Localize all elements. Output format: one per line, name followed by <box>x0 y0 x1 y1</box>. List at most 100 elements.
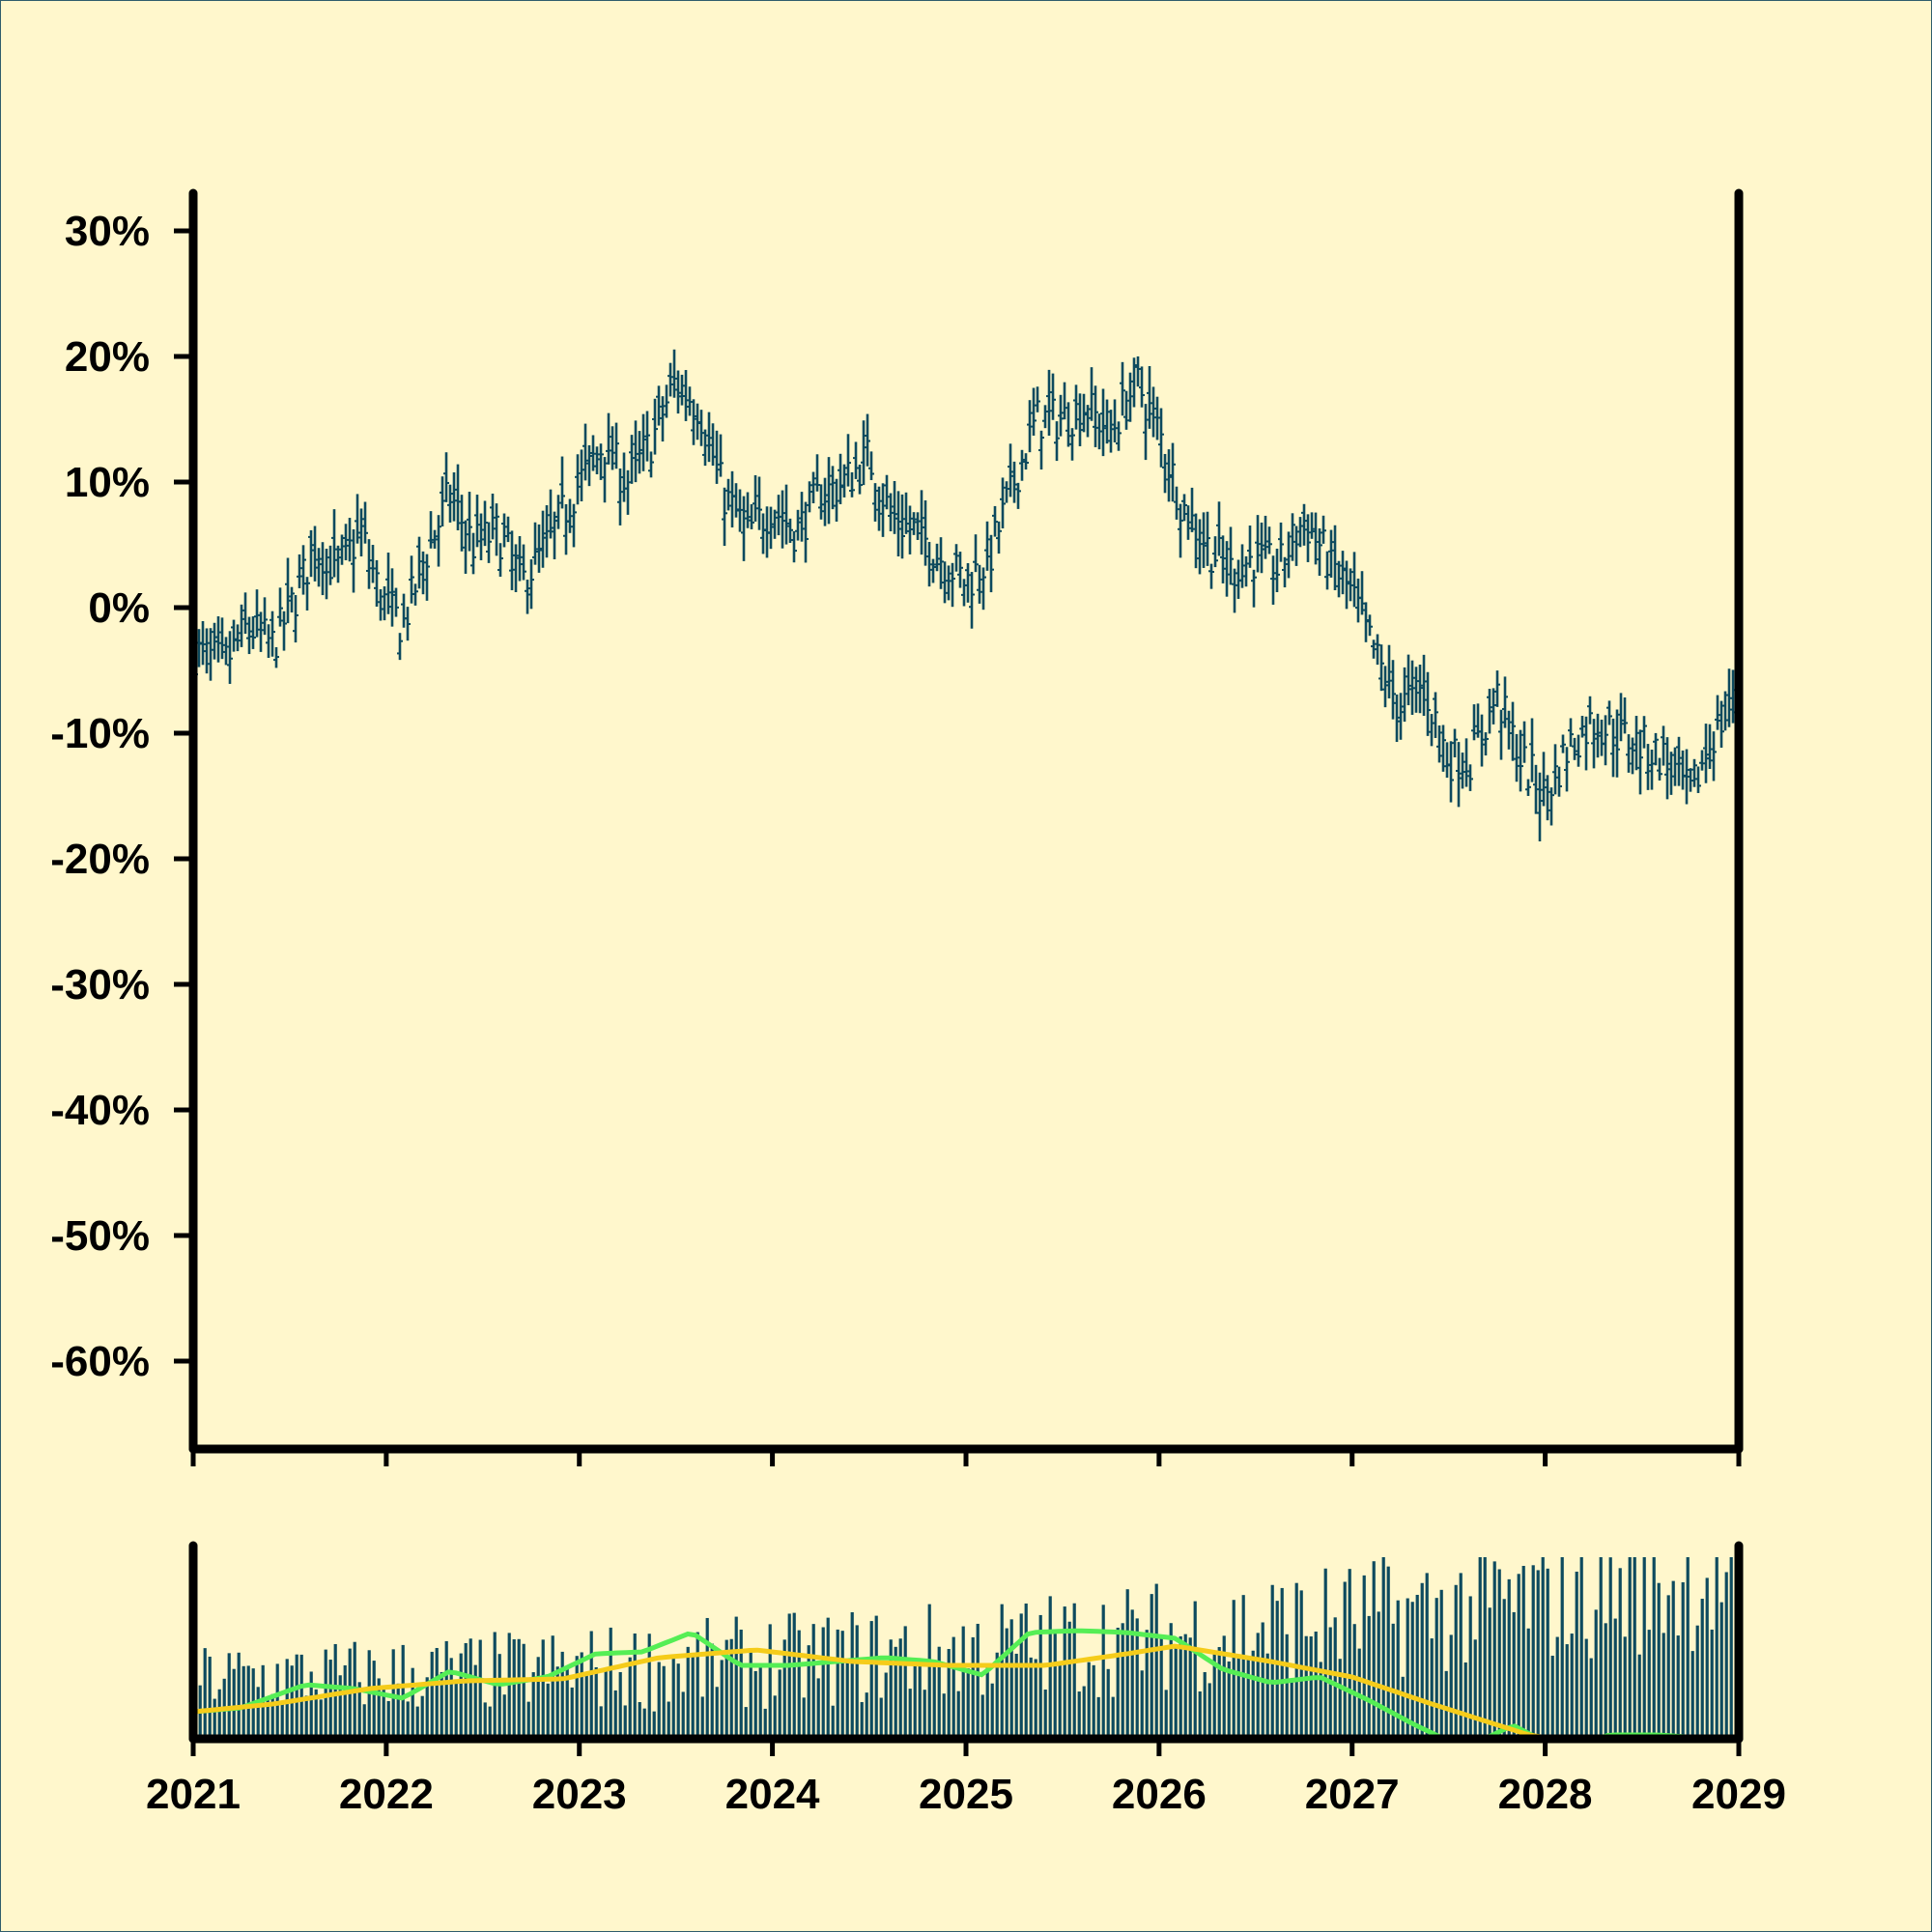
price-bar <box>648 451 654 478</box>
y-tick-label: -10% <box>50 710 150 757</box>
volume-bar <box>1459 1573 1463 1739</box>
price-bar <box>1085 405 1091 438</box>
price-bar <box>544 505 550 558</box>
price-bar <box>1232 568 1237 613</box>
volume-bar <box>918 1662 922 1739</box>
volume-bar <box>449 1658 453 1739</box>
price-bar <box>1065 402 1071 447</box>
volume-bar <box>415 1706 419 1739</box>
price-bar <box>1154 396 1160 440</box>
price-bar <box>1688 768 1693 792</box>
price-bar <box>540 510 546 568</box>
price-bar <box>953 544 959 572</box>
price-bar <box>1386 644 1392 698</box>
volume-bar <box>1067 1621 1071 1739</box>
x-tick-label: 2021 <box>146 1771 241 1818</box>
price-bar <box>347 518 353 562</box>
price-bar <box>1521 721 1527 763</box>
volume-bar <box>1323 1568 1327 1739</box>
volume-bar <box>1111 1696 1115 1739</box>
price-bar <box>679 374 685 406</box>
price-bar <box>1452 728 1458 758</box>
price-bar <box>1576 734 1581 767</box>
volume-bar <box>1715 1557 1719 1739</box>
volume-bar <box>512 1639 516 1739</box>
volume-bar <box>1121 1623 1124 1739</box>
price-bar <box>1494 670 1500 707</box>
price-bar <box>1046 369 1052 436</box>
price-bar <box>1011 461 1017 503</box>
volume-bar <box>343 1664 347 1739</box>
price-bar <box>702 429 708 467</box>
volume-bar <box>1304 1635 1308 1739</box>
price-bar <box>938 537 944 589</box>
volume-bar <box>1135 1618 1139 1739</box>
price-bar <box>780 490 785 549</box>
price-bar <box>478 513 484 560</box>
volume-bar <box>782 1639 786 1739</box>
price-bar <box>722 487 727 547</box>
volume-bar <box>816 1678 820 1739</box>
volume-bar <box>256 1687 260 1739</box>
y-tick-label: 30% <box>65 208 150 255</box>
price-bar <box>324 549 329 600</box>
price-bar <box>640 413 646 471</box>
volume-bar <box>1608 1557 1612 1739</box>
volume-bar <box>1710 1629 1714 1739</box>
price-bar <box>1436 725 1442 763</box>
price-bar <box>443 452 449 502</box>
price-bar <box>385 553 391 614</box>
price-bar <box>494 503 499 556</box>
volume-bar <box>459 1653 463 1739</box>
price-bar <box>633 420 639 483</box>
price-bar <box>861 420 867 486</box>
price-bar <box>969 572 975 629</box>
volume-bar <box>1386 1566 1390 1739</box>
price-bar <box>1421 654 1427 717</box>
volume-bar <box>1565 1644 1569 1739</box>
volume-bar <box>541 1639 545 1739</box>
price-bar <box>1239 544 1245 588</box>
volume-bar <box>927 1604 931 1739</box>
price-bar <box>219 617 225 660</box>
volume-bar <box>971 1636 975 1739</box>
volume-bar <box>1637 1654 1641 1739</box>
x-tick-label: 2023 <box>532 1771 627 1818</box>
volume-bar <box>1401 1676 1405 1739</box>
volume-bar <box>1314 1631 1318 1739</box>
price-bar <box>872 483 878 522</box>
price-bar <box>1618 693 1624 742</box>
price-bar <box>1348 568 1353 602</box>
volume-bar <box>270 1693 274 1739</box>
price-bar <box>1023 453 1029 470</box>
volume-bar <box>309 1671 313 1739</box>
volume-bar <box>990 1683 994 1739</box>
volume-bar <box>1000 1604 1004 1739</box>
price-bar <box>567 498 573 533</box>
price-bar <box>1711 731 1717 781</box>
price-bar <box>1344 560 1350 610</box>
volume-bar <box>1584 1638 1588 1739</box>
price-bar <box>1332 525 1338 591</box>
price-bar <box>1031 387 1037 436</box>
price-bar <box>1321 515 1326 544</box>
volume-bar <box>753 1670 757 1739</box>
y-axis-ticks: 30% 20% 10% 0% -10% -20% -30% -40% -50% -60% <box>50 208 193 1385</box>
volume-bar <box>1623 1636 1627 1739</box>
volume-bar <box>1203 1671 1207 1739</box>
price-bar <box>1664 737 1670 800</box>
price-bar <box>1073 384 1079 430</box>
price-bar <box>281 611 287 651</box>
volume-bar <box>1009 1619 1013 1739</box>
price-bar <box>1205 511 1210 566</box>
volume-bar <box>584 1672 588 1739</box>
volume-bar <box>396 1683 400 1739</box>
price-bar <box>1564 747 1570 792</box>
price-bar <box>289 586 295 613</box>
volume-bars <box>193 1557 1738 1739</box>
price-bar <box>1027 400 1033 453</box>
volume-bar <box>1488 1607 1492 1739</box>
volume-bar <box>372 1661 376 1739</box>
price-bar <box>1622 696 1628 734</box>
volume-bar <box>845 1662 849 1739</box>
